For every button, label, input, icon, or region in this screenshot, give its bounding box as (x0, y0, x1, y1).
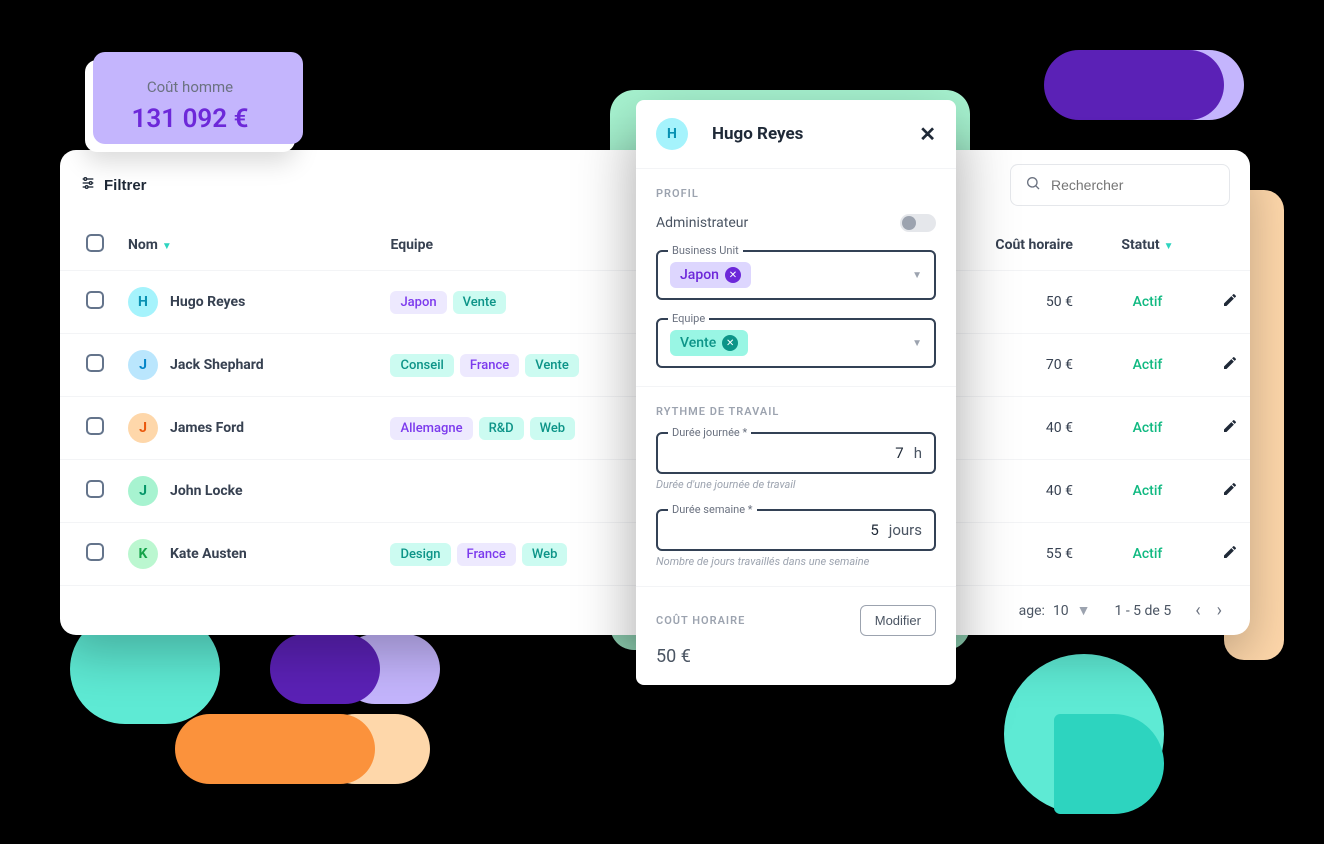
panel-header: H Hugo Reyes ✕ (636, 100, 956, 169)
row-checkbox[interactable] (86, 480, 104, 498)
admin-label: Administrateur (656, 215, 748, 231)
next-page-button[interactable]: › (1217, 600, 1222, 621)
panel-user-name: Hugo Reyes (712, 124, 803, 144)
col-name[interactable]: Nom▼ (116, 220, 378, 271)
day-duration-input[interactable]: Durée journée * 7 h (656, 432, 936, 474)
user-name: Hugo Reyes (170, 294, 245, 310)
chevron-down-icon: ▼ (912, 338, 922, 349)
team-tag: Design (390, 543, 450, 566)
edit-icon[interactable] (1222, 296, 1238, 312)
team-tag: Conseil (390, 354, 453, 377)
search-icon (1025, 175, 1041, 195)
decor-blob (175, 714, 375, 784)
decor-blob (1044, 50, 1224, 120)
avatar: J (128, 350, 158, 380)
remove-chip-icon[interactable]: ✕ (725, 267, 741, 283)
user-name: James Ford (170, 420, 244, 436)
filter-label: Filtrer (104, 177, 147, 194)
avatar: H (656, 118, 688, 150)
admin-toggle[interactable] (900, 214, 936, 232)
team-tag: Vente (525, 354, 579, 377)
status-badge: Actif (1133, 546, 1163, 562)
profile-section: Profil Administrateur Business Unit Japo… (636, 169, 956, 387)
decor-blob (270, 634, 380, 704)
team-tag: Japon (390, 291, 446, 314)
edit-icon[interactable] (1222, 422, 1238, 438)
status-badge: Actif (1133, 357, 1163, 373)
avatar: H (128, 287, 158, 317)
cost-value: 131 092 € (105, 104, 275, 134)
prev-page-button[interactable]: ‹ (1195, 600, 1200, 621)
bu-chip: Japon ✕ (670, 262, 751, 288)
cost-summary-card: Coût homme 131 092 € (85, 60, 295, 152)
user-name: John Locke (170, 483, 243, 499)
close-icon[interactable]: ✕ (919, 122, 936, 146)
team-tag: France (457, 543, 516, 566)
decor-blob (1054, 714, 1164, 814)
rhythm-section: Rythme de travail Durée journée * 7 h Du… (636, 387, 956, 587)
week-duration-input[interactable]: Durée semaine * 5 jours (656, 509, 936, 551)
avatar: J (128, 476, 158, 506)
avatar: J (128, 413, 158, 443)
filter-button[interactable]: Filtrer (80, 175, 147, 195)
status-badge: Actif (1133, 420, 1163, 436)
user-name: Kate Austen (170, 546, 247, 562)
edit-icon[interactable] (1222, 548, 1238, 564)
search-box[interactable] (1010, 164, 1230, 206)
page-size-select[interactable]: age: 10 ▼ (1019, 602, 1091, 619)
week-helper: Nombre de jours travaillés dans une sema… (656, 555, 936, 568)
status-badge: Actif (1133, 294, 1163, 310)
user-name: Jack Shephard (170, 357, 264, 373)
edit-icon[interactable] (1222, 359, 1238, 375)
team-tag: France (460, 354, 519, 377)
modify-button[interactable]: Modifier (860, 605, 936, 636)
select-all-checkbox[interactable] (86, 234, 104, 252)
cost-section: Coût horaire Modifier 50 € (636, 587, 956, 685)
status-badge: Actif (1133, 483, 1163, 499)
hourly-cost-value: 50 € (656, 646, 936, 667)
team-tag: Web (522, 543, 568, 566)
team-select[interactable]: Equipe Vente ✕ ▼ (656, 318, 936, 368)
section-label: Rythme de travail (656, 405, 936, 418)
row-checkbox[interactable] (86, 354, 104, 372)
team-tag: Web (530, 417, 576, 440)
business-unit-select[interactable]: Business Unit Japon ✕ ▼ (656, 250, 936, 300)
cost-label: Coût homme (105, 78, 275, 96)
filter-icon (80, 175, 96, 195)
team-tag: R&D (479, 417, 524, 440)
sort-caret-icon: ▼ (162, 241, 172, 252)
team-tag: Allemagne (390, 417, 472, 440)
section-label: Coût horaire (656, 614, 745, 627)
chevron-down-icon: ▼ (1077, 602, 1091, 619)
page-range: 1 - 5 de 5 (1115, 603, 1172, 619)
search-input[interactable] (1051, 177, 1215, 193)
chevron-down-icon: ▼ (912, 270, 922, 281)
team-tag: Vente (453, 291, 507, 314)
user-detail-panel: H Hugo Reyes ✕ Profil Administrateur Bus… (636, 100, 956, 685)
team-chip: Vente ✕ (670, 330, 748, 356)
sort-caret-icon: ▼ (1164, 241, 1174, 252)
edit-icon[interactable] (1222, 485, 1238, 501)
row-checkbox[interactable] (86, 291, 104, 309)
remove-chip-icon[interactable]: ✕ (722, 335, 738, 351)
row-checkbox[interactable] (86, 543, 104, 561)
col-status[interactable]: Statut▼ (1085, 220, 1210, 271)
day-helper: Durée d'une journée de travail (656, 478, 936, 491)
avatar: K (128, 539, 158, 569)
section-label: Profil (656, 187, 936, 200)
row-checkbox[interactable] (86, 417, 104, 435)
